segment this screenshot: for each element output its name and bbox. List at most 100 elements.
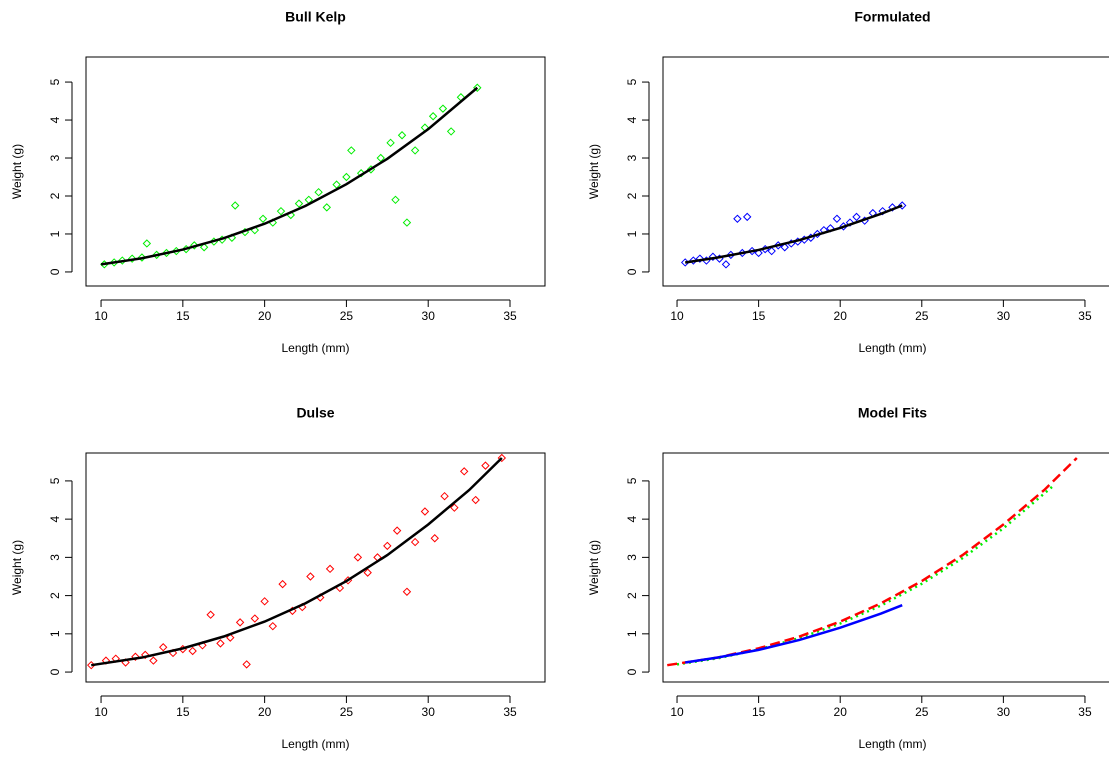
y-tick-label: 1 xyxy=(48,630,62,637)
x-axis-label: Length (mm) xyxy=(281,737,349,751)
fit-line xyxy=(685,204,903,264)
data-point xyxy=(278,579,287,589)
x-tick-label: 35 xyxy=(503,705,517,719)
x-tick-label: 15 xyxy=(752,309,766,323)
x-tick-label: 25 xyxy=(340,309,354,323)
data-point xyxy=(402,218,412,227)
plot-box xyxy=(662,452,1109,683)
data-point xyxy=(878,206,887,216)
x-tick-label: 15 xyxy=(176,309,190,323)
data-point xyxy=(754,248,763,258)
data-point xyxy=(141,650,150,660)
data-point xyxy=(386,138,395,148)
data-point xyxy=(363,568,372,577)
x-tick-label: 10 xyxy=(94,309,108,323)
data-point xyxy=(216,639,225,648)
data-point xyxy=(242,660,251,669)
data-point xyxy=(438,104,448,113)
data-point xyxy=(230,201,240,210)
y-tick-label: 0 xyxy=(48,668,62,675)
x-tick-label: 25 xyxy=(915,309,929,323)
data-point xyxy=(391,195,400,205)
data-point xyxy=(206,610,215,619)
data-point xyxy=(695,254,705,263)
data-point xyxy=(446,127,456,136)
chart-title: Formulated xyxy=(854,9,930,25)
data-point xyxy=(356,169,366,178)
y-tick-label: 2 xyxy=(48,192,62,199)
y-tick-label: 5 xyxy=(48,78,62,85)
data-point xyxy=(226,633,235,642)
data-point xyxy=(353,553,363,562)
data-point xyxy=(497,453,507,463)
y-tick-label: 0 xyxy=(48,268,62,275)
data-point xyxy=(852,212,861,222)
data-point xyxy=(118,256,127,265)
data-point xyxy=(159,643,168,652)
y-tick-label: 2 xyxy=(48,592,62,599)
plot-box xyxy=(85,452,546,683)
x-tick-label: 20 xyxy=(258,309,272,323)
data-point xyxy=(689,256,698,265)
data-point xyxy=(440,491,449,501)
x-tick-label: 20 xyxy=(258,705,272,719)
data-point xyxy=(149,656,158,665)
x-tick-label: 15 xyxy=(176,705,190,719)
y-tick-label: 5 xyxy=(625,477,639,484)
y-axis-label: Weight (g) xyxy=(587,144,601,199)
x-axis-label: Length (mm) xyxy=(281,341,349,355)
data-point xyxy=(721,260,731,269)
x-tick-label: 30 xyxy=(422,705,436,719)
data-point xyxy=(325,564,335,574)
data-point xyxy=(276,206,286,216)
data-point xyxy=(473,83,482,92)
x-tick-label: 35 xyxy=(503,309,517,323)
data-point xyxy=(392,526,402,535)
data-point xyxy=(767,246,776,256)
data-point xyxy=(410,146,420,155)
x-tick-label: 25 xyxy=(915,705,929,719)
y-tick-label: 4 xyxy=(48,515,62,522)
x-tick-label: 10 xyxy=(94,705,108,719)
fit-line xyxy=(676,485,1054,666)
x-axis-label: Length (mm) xyxy=(858,737,926,751)
data-point xyxy=(199,243,209,252)
x-tick-label: 30 xyxy=(997,309,1011,323)
data-point xyxy=(342,172,351,182)
x-tick-label: 20 xyxy=(834,309,848,323)
x-tick-label: 30 xyxy=(997,705,1011,719)
x-tick-label: 35 xyxy=(1078,309,1092,323)
data-point xyxy=(131,652,140,661)
y-tick-label: 1 xyxy=(625,630,639,637)
y-tick-label: 2 xyxy=(625,192,639,199)
plot-box xyxy=(662,56,1109,287)
chart-title: Model Fits xyxy=(858,405,927,421)
data-point xyxy=(383,541,392,551)
data-point xyxy=(322,203,331,212)
chart-title: Bull Kelp xyxy=(285,9,346,25)
data-point xyxy=(459,467,469,476)
x-tick-label: 30 xyxy=(422,309,436,323)
x-tick-label: 25 xyxy=(340,705,354,719)
data-point xyxy=(190,241,199,250)
fit-line xyxy=(100,86,479,266)
data-point xyxy=(450,503,459,512)
x-tick-label: 15 xyxy=(752,705,766,719)
y-tick-label: 5 xyxy=(625,78,639,85)
data-point xyxy=(314,187,323,197)
y-tick-label: 3 xyxy=(625,554,639,561)
data-point xyxy=(294,199,304,208)
data-point xyxy=(410,537,420,547)
data-point xyxy=(268,621,278,631)
data-point xyxy=(260,597,269,606)
y-tick-label: 0 xyxy=(625,268,639,275)
data-point xyxy=(137,253,147,262)
data-point xyxy=(832,214,842,223)
data-point xyxy=(742,212,752,222)
y-tick-label: 1 xyxy=(625,230,639,237)
y-tick-label: 3 xyxy=(625,154,639,161)
y-tick-label: 4 xyxy=(48,116,62,123)
y-axis-label: Weight (g) xyxy=(10,540,24,595)
data-point xyxy=(428,112,438,121)
